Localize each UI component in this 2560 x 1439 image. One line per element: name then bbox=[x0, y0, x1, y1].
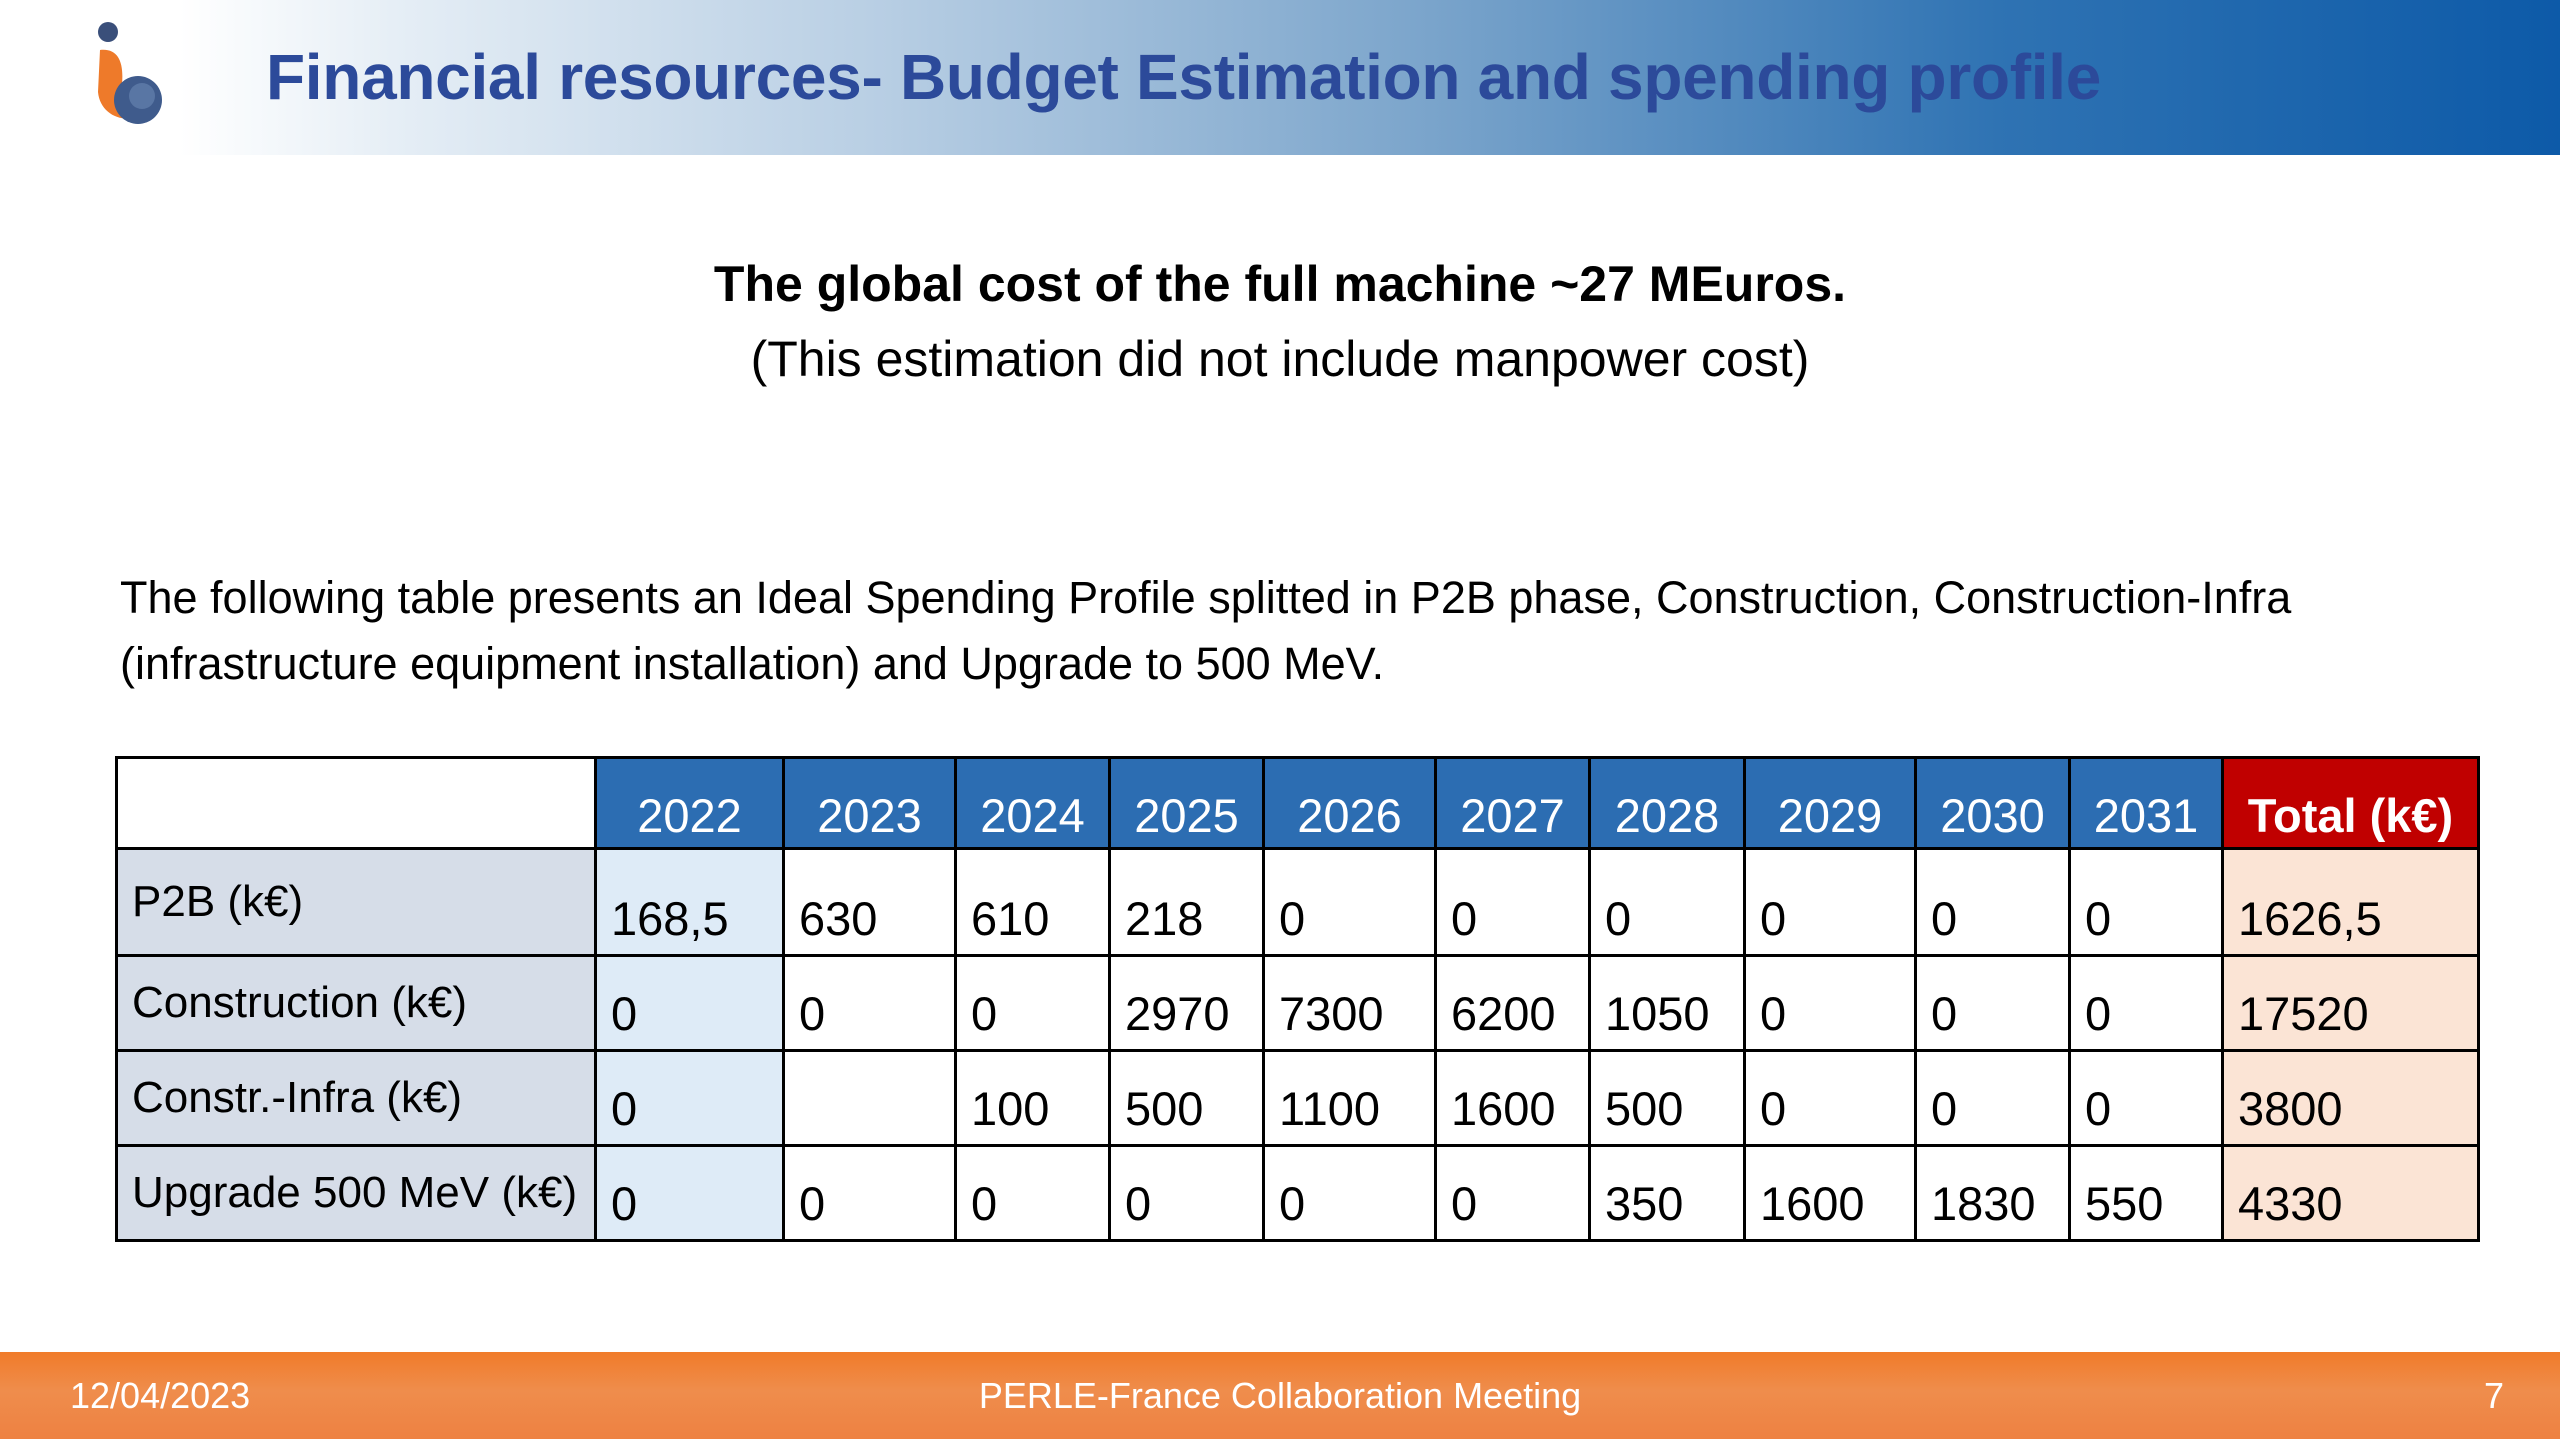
value-cell: 0 bbox=[594, 1049, 785, 1147]
value-cell: 6200 bbox=[1434, 954, 1591, 1052]
header-corner-cell bbox=[115, 756, 597, 850]
value-cell: 1600 bbox=[1743, 1144, 1917, 1242]
table-row: P2B (k€) 168,5 630 610 218 0 0 0 0 0 0 1… bbox=[115, 847, 2480, 957]
year-header: 2029 bbox=[1743, 756, 1917, 850]
slide-title: Financial resources- Budget Estimation a… bbox=[266, 41, 2102, 113]
value-cell: 500 bbox=[1108, 1049, 1265, 1147]
value-cell: 0 bbox=[2068, 1049, 2224, 1147]
total-cell: 3800 bbox=[2221, 1049, 2480, 1147]
value-cell: 7300 bbox=[1262, 954, 1437, 1052]
spending-profile-table: 2022 2023 2024 2025 2026 2027 2028 2029 … bbox=[115, 756, 2480, 1242]
footer-meeting-name: PERLE-France Collaboration Meeting bbox=[978, 1375, 1582, 1416]
intro-paragraph: The following table presents an Ideal Sp… bbox=[120, 572, 2292, 689]
footer-band bbox=[0, 1352, 2560, 1439]
manpower-note: (This estimation did not include manpowe… bbox=[750, 331, 1810, 387]
year-header: 2024 bbox=[954, 756, 1111, 850]
value-cell: 0 bbox=[594, 954, 785, 1052]
value-cell: 1050 bbox=[1588, 954, 1746, 1052]
value-cell: 350 bbox=[1588, 1144, 1746, 1242]
value-cell: 610 bbox=[954, 847, 1111, 957]
value-cell: 0 bbox=[1914, 847, 2071, 957]
value-cell: 0 bbox=[1262, 1144, 1437, 1242]
value-cell: 0 bbox=[1914, 954, 2071, 1052]
value-cell: 630 bbox=[782, 847, 957, 957]
value-cell: 0 bbox=[1914, 1049, 2071, 1147]
value-cell: 0 bbox=[1262, 847, 1437, 957]
year-header: 2026 bbox=[1262, 756, 1437, 850]
global-cost-headline: The global cost of the full machine ~27 … bbox=[713, 256, 1847, 312]
value-cell: 1100 bbox=[1262, 1049, 1437, 1147]
value-cell: 0 bbox=[954, 1144, 1111, 1242]
year-header: 2030 bbox=[1914, 756, 2071, 850]
value-cell: 0 bbox=[2068, 954, 2224, 1052]
year-header: 2027 bbox=[1434, 756, 1591, 850]
footer-date: 12/04/2023 bbox=[70, 1375, 251, 1416]
value-cell: 0 bbox=[782, 1144, 957, 1242]
value-cell: 0 bbox=[1108, 1144, 1265, 1242]
value-cell: 168,5 bbox=[594, 847, 785, 957]
value-cell: 0 bbox=[1743, 847, 1917, 957]
value-cell: 1600 bbox=[1434, 1049, 1591, 1147]
value-cell: 0 bbox=[782, 954, 957, 1052]
value-cell: 1830 bbox=[1914, 1144, 2071, 1242]
value-cell: 500 bbox=[1588, 1049, 1746, 1147]
value-cell: 0 bbox=[1743, 954, 1917, 1052]
value-cell: 0 bbox=[1743, 1049, 1917, 1147]
total-cell: 17520 bbox=[2221, 954, 2480, 1052]
value-cell: 218 bbox=[1108, 847, 1265, 957]
row-label: P2B (k€) bbox=[115, 847, 597, 957]
header-band bbox=[0, 0, 2560, 155]
year-header: 2031 bbox=[2068, 756, 2224, 850]
value-cell: 100 bbox=[954, 1049, 1111, 1147]
table-row: Construction (k€) 0 0 0 2970 7300 6200 1… bbox=[115, 954, 2480, 1052]
value-cell: 0 bbox=[954, 954, 1111, 1052]
value-cell: 2970 bbox=[1108, 954, 1265, 1052]
row-label: Upgrade 500 MeV (k€) bbox=[115, 1144, 597, 1242]
total-cell: 4330 bbox=[2221, 1144, 2480, 1242]
year-header: 2028 bbox=[1588, 756, 1746, 850]
table-row: Upgrade 500 MeV (k€) 0 0 0 0 0 0 350 160… bbox=[115, 1144, 2480, 1242]
value-cell bbox=[782, 1049, 957, 1147]
row-label: Construction (k€) bbox=[115, 954, 597, 1052]
table-header-row: 2022 2023 2024 2025 2026 2027 2028 2029 … bbox=[115, 756, 2480, 850]
perle-logo-icon bbox=[98, 22, 162, 124]
year-header: 2025 bbox=[1108, 756, 1265, 850]
value-cell: 0 bbox=[1434, 847, 1591, 957]
value-cell: 0 bbox=[1588, 847, 1746, 957]
value-cell: 0 bbox=[2068, 847, 2224, 957]
row-label: Constr.-Infra (k€) bbox=[115, 1049, 597, 1147]
value-cell: 0 bbox=[1434, 1144, 1591, 1242]
table-row: Constr.-Infra (k€) 0 100 500 1100 1600 5… bbox=[115, 1049, 2480, 1147]
total-header: Total (k€) bbox=[2221, 756, 2480, 850]
total-cell: 1626,5 bbox=[2221, 847, 2480, 957]
value-cell: 550 bbox=[2068, 1144, 2224, 1242]
year-header: 2023 bbox=[782, 756, 957, 850]
year-header: 2022 bbox=[594, 756, 785, 850]
value-cell: 0 bbox=[594, 1144, 785, 1242]
slide-number: 7 bbox=[2483, 1375, 2504, 1416]
